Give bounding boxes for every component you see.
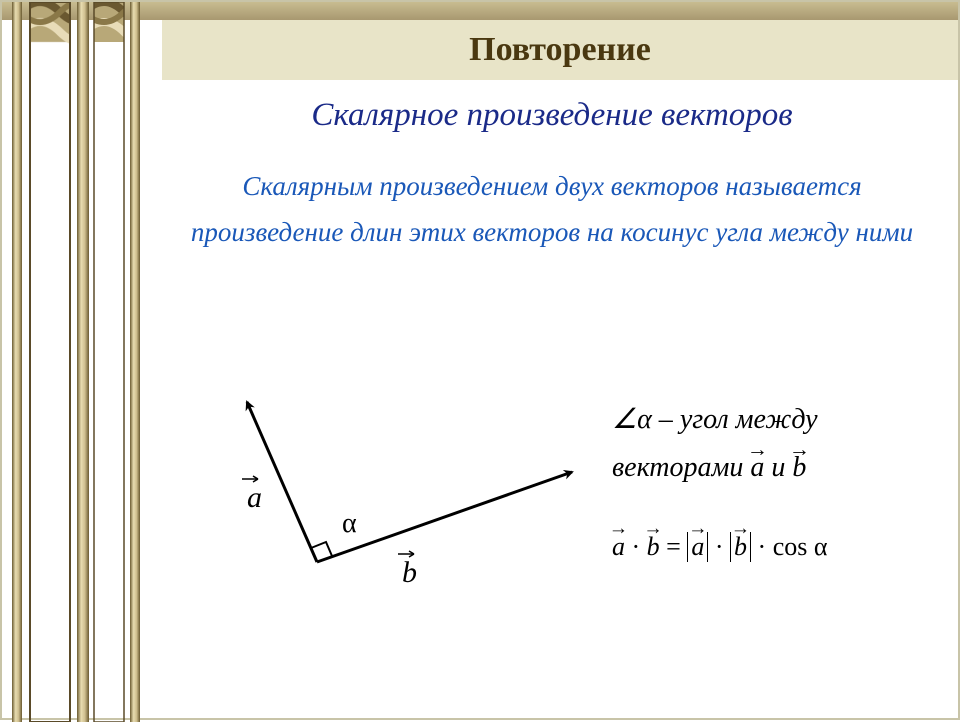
formula-dot-2: · — [715, 532, 724, 561]
title-banner: Повторение — [162, 20, 958, 80]
vec-a-inline: a — [750, 452, 764, 484]
angle-description-line2: векторами a и b — [612, 452, 806, 484]
svg-text:a: a — [247, 481, 262, 514]
formula-abs-a-sym: a — [691, 532, 704, 562]
subtitle: Скалярное произведение векторов — [182, 97, 922, 134]
svg-text:b: b — [402, 556, 417, 589]
formula-abs-b-sym: b — [734, 532, 747, 562]
formula-abs-b: b — [730, 532, 751, 562]
dot-product-formula: a · b = a · b · cos α — [612, 532, 827, 562]
formula-dot-1: · — [632, 532, 641, 561]
vec-b-inline: b — [792, 452, 806, 484]
formula-vec-b: b — [647, 532, 660, 562]
angle-rest: угол между — [680, 404, 818, 435]
formula-dot-3: · — [758, 532, 767, 561]
vector-diagram: a b α — [202, 372, 582, 612]
formula-vec-a: a — [612, 532, 625, 562]
formula-eq: = — [666, 532, 687, 561]
angle-description-line1: ∠α – угол между — [612, 402, 818, 436]
angle-line2-prefix: векторами — [612, 452, 750, 483]
decorative-rope-strip — [2, 2, 150, 722]
formula-cos: cos α — [773, 532, 828, 561]
formula-abs-a: a — [687, 532, 708, 562]
definition-text: Скалярным произведением двух векторов на… — [182, 164, 922, 256]
content-area: Скалярное произведение векторов Скалярны… — [182, 97, 922, 256]
diagram-area: a b α ∠α – угол между векторами a и b a … — [192, 372, 932, 682]
page-title: Повторение — [469, 31, 651, 69]
angle-prefix: ∠α – — [612, 404, 673, 435]
svg-text:α: α — [342, 508, 357, 539]
